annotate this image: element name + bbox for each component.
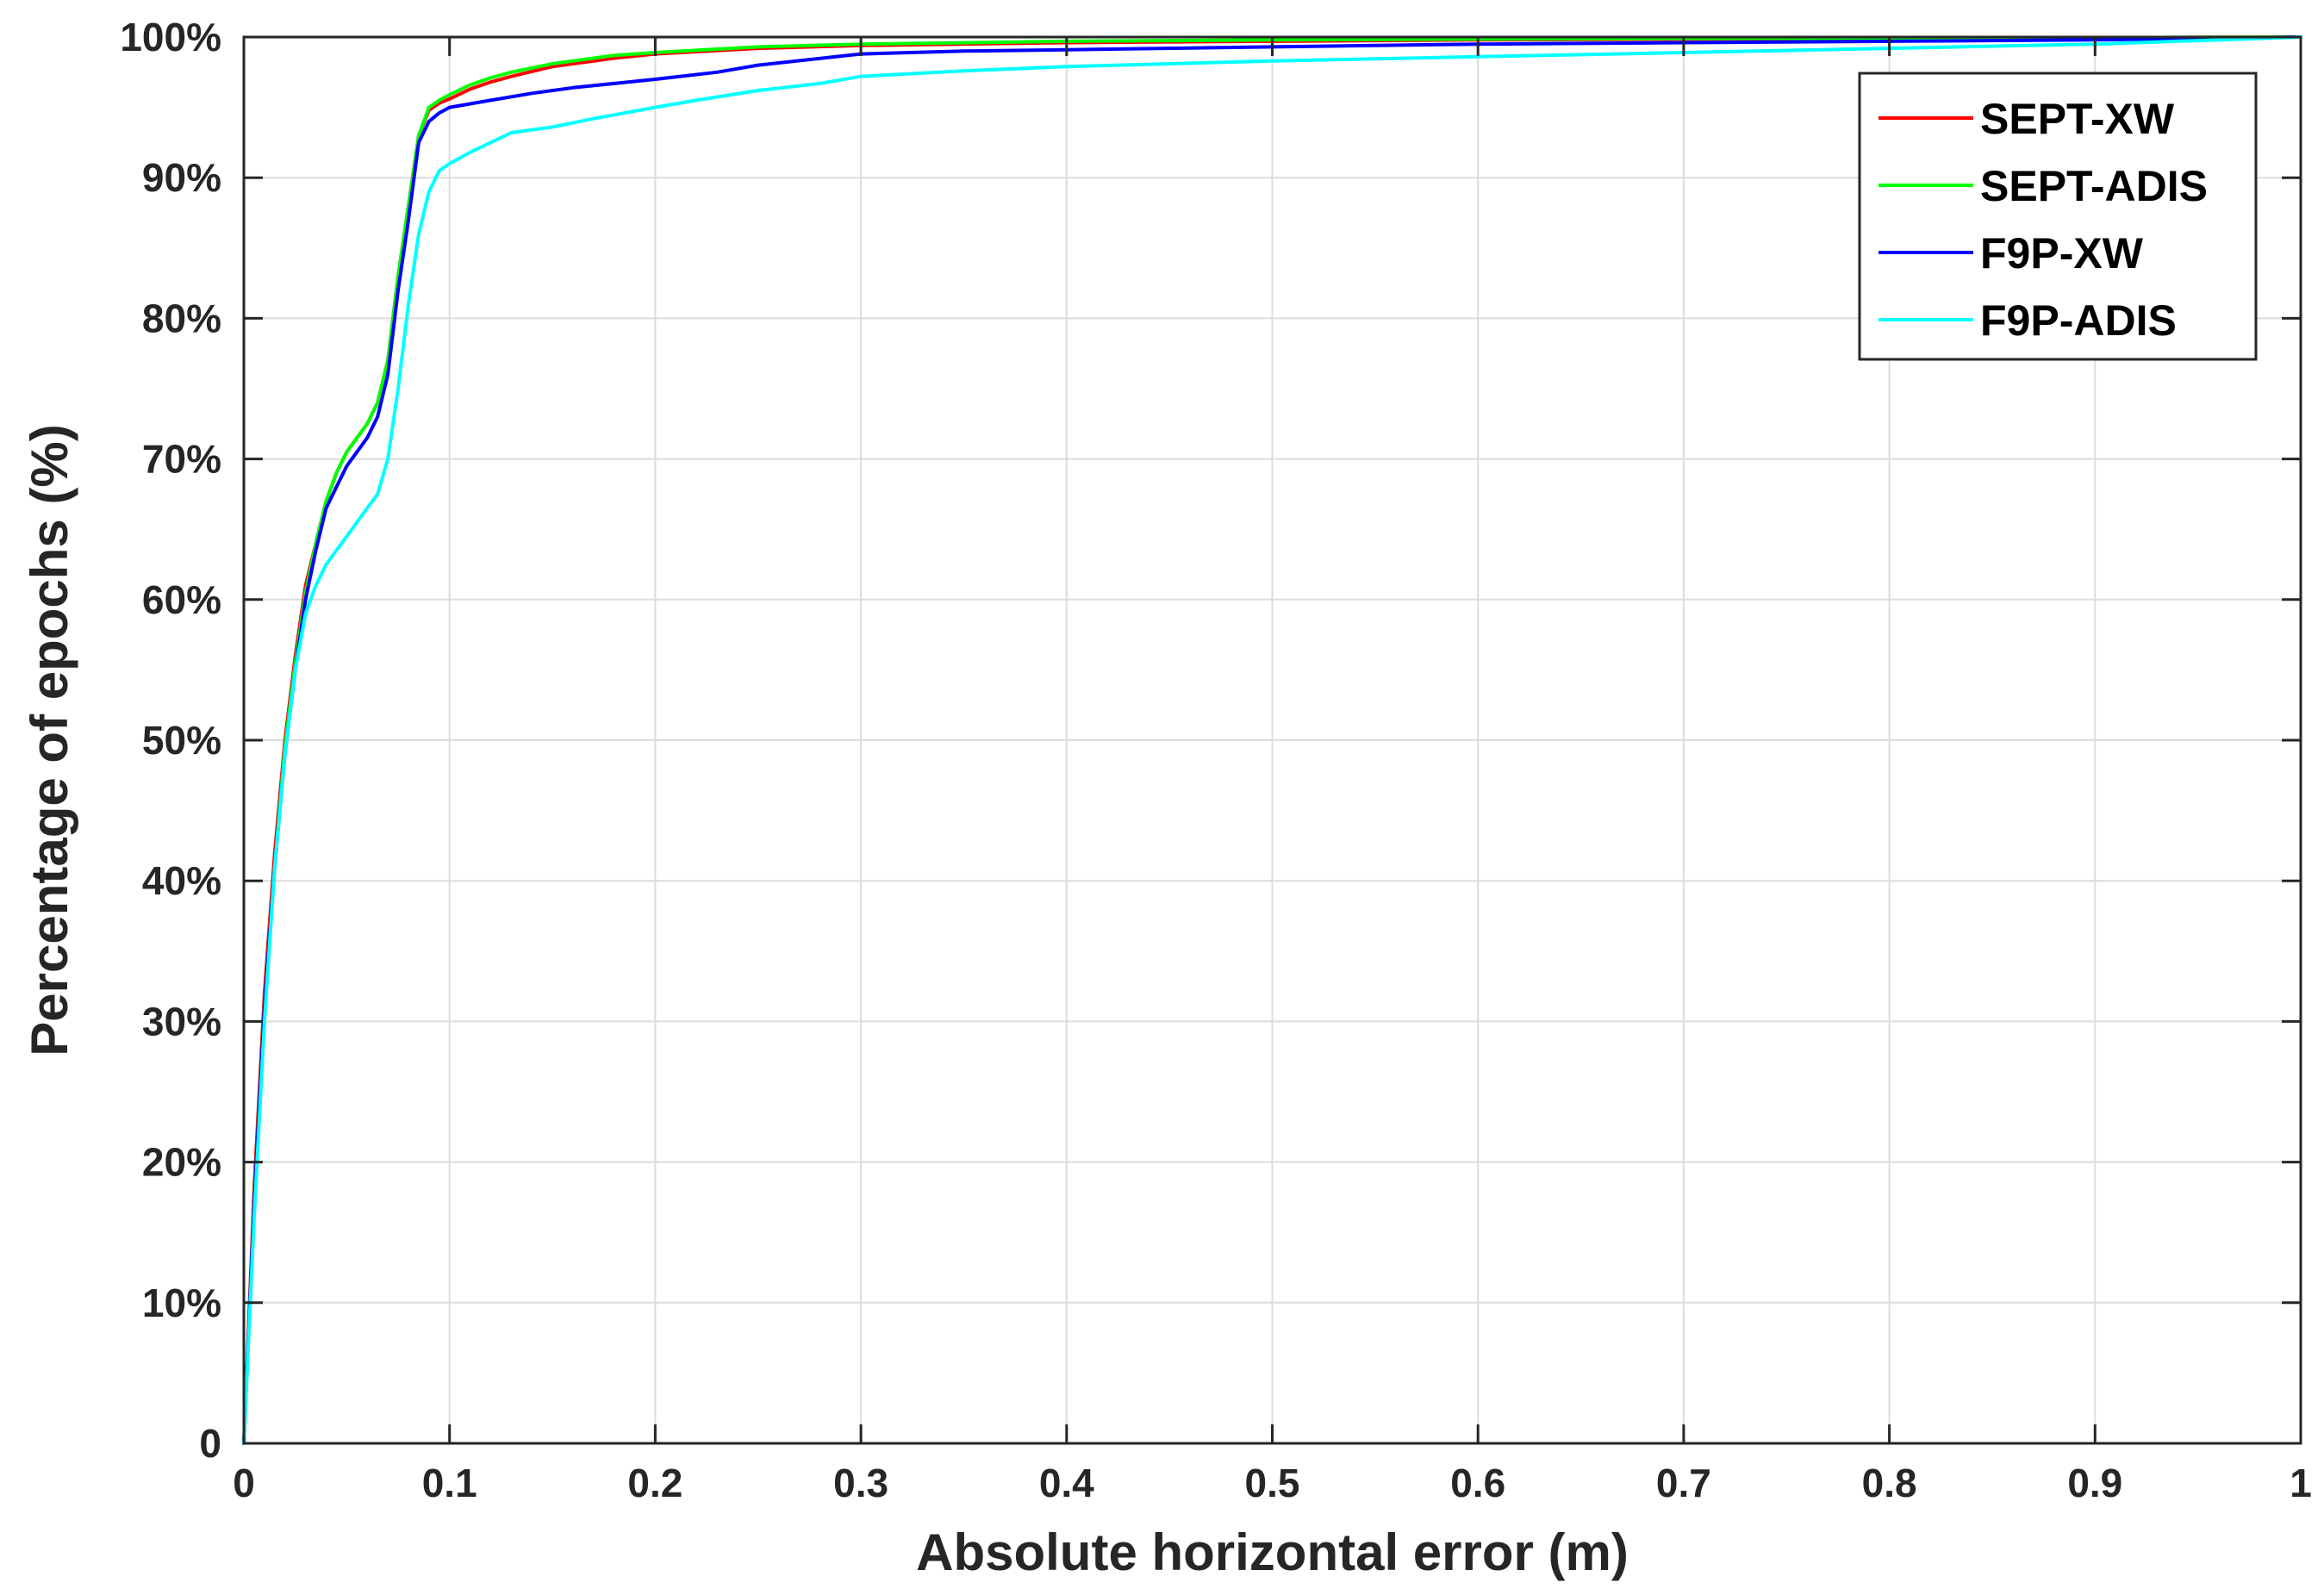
y-tick-label: 80% <box>142 296 221 340</box>
x-tick-label: 0.2 <box>627 1461 682 1505</box>
y-tick-label: 30% <box>142 999 221 1044</box>
x-tick-label: 1 <box>2290 1461 2312 1505</box>
y-tick-label: 50% <box>142 718 221 763</box>
legend-item: F9P-ADIS <box>1879 296 2177 345</box>
axis-ticks <box>242 35 2302 1445</box>
y-tick-label: 20% <box>142 1140 221 1185</box>
x-tick-label: 0.3 <box>833 1461 888 1505</box>
y-tick-label: 70% <box>142 437 221 482</box>
y-tick-label: 100% <box>120 15 221 59</box>
y-tick-label: 90% <box>142 155 221 200</box>
x-tick-label: 0.9 <box>2067 1461 2122 1505</box>
y-tick-label: 0 <box>199 1421 221 1466</box>
legend-label: F9P-XW <box>1980 229 2144 277</box>
x-tick-label: 0.7 <box>1656 1461 1711 1505</box>
legend-label: SEPT-XW <box>1980 95 2175 143</box>
x-tick-label: 0.8 <box>1862 1461 1917 1505</box>
x-tick-labels: 0 0.1 0.2 0.3 0.4 0.5 0.6 0.7 0.8 0.9 1 <box>233 1461 2312 1505</box>
x-tick-label: 0.1 <box>422 1461 477 1505</box>
y-tick-label: 60% <box>142 577 221 622</box>
x-tick-label: 0.6 <box>1450 1461 1505 1505</box>
legend-item: SEPT-ADIS <box>1879 162 2208 210</box>
y-tick-label: 40% <box>142 858 221 903</box>
series-line-f9p-adis <box>242 35 2302 1445</box>
x-tick-label: 0.5 <box>1245 1461 1300 1505</box>
x-tick-label: 0 <box>233 1461 255 1505</box>
legend: SEPT-XW SEPT-ADIS F9P-XW F9P-ADIS <box>1858 72 2258 361</box>
legend-item: SEPT-XW <box>1879 95 2175 143</box>
y-axis-title: Percentage of epochs (%) <box>21 424 78 1056</box>
legend-item: F9P-XW <box>1879 229 2144 277</box>
legend-box <box>1858 72 2258 361</box>
legend-label: F9P-ADIS <box>1980 296 2177 345</box>
x-axis-title: Absolute horizontal error (m) <box>916 1523 1629 1581</box>
legend-label: SEPT-ADIS <box>1980 162 2208 210</box>
y-tick-label: 10% <box>142 1280 221 1325</box>
y-tick-labels: 0 10% 20% 30% 40% 50% 60% 70% 80% 90% 100% <box>120 15 221 1466</box>
x-tick-label: 0.4 <box>1039 1461 1094 1505</box>
